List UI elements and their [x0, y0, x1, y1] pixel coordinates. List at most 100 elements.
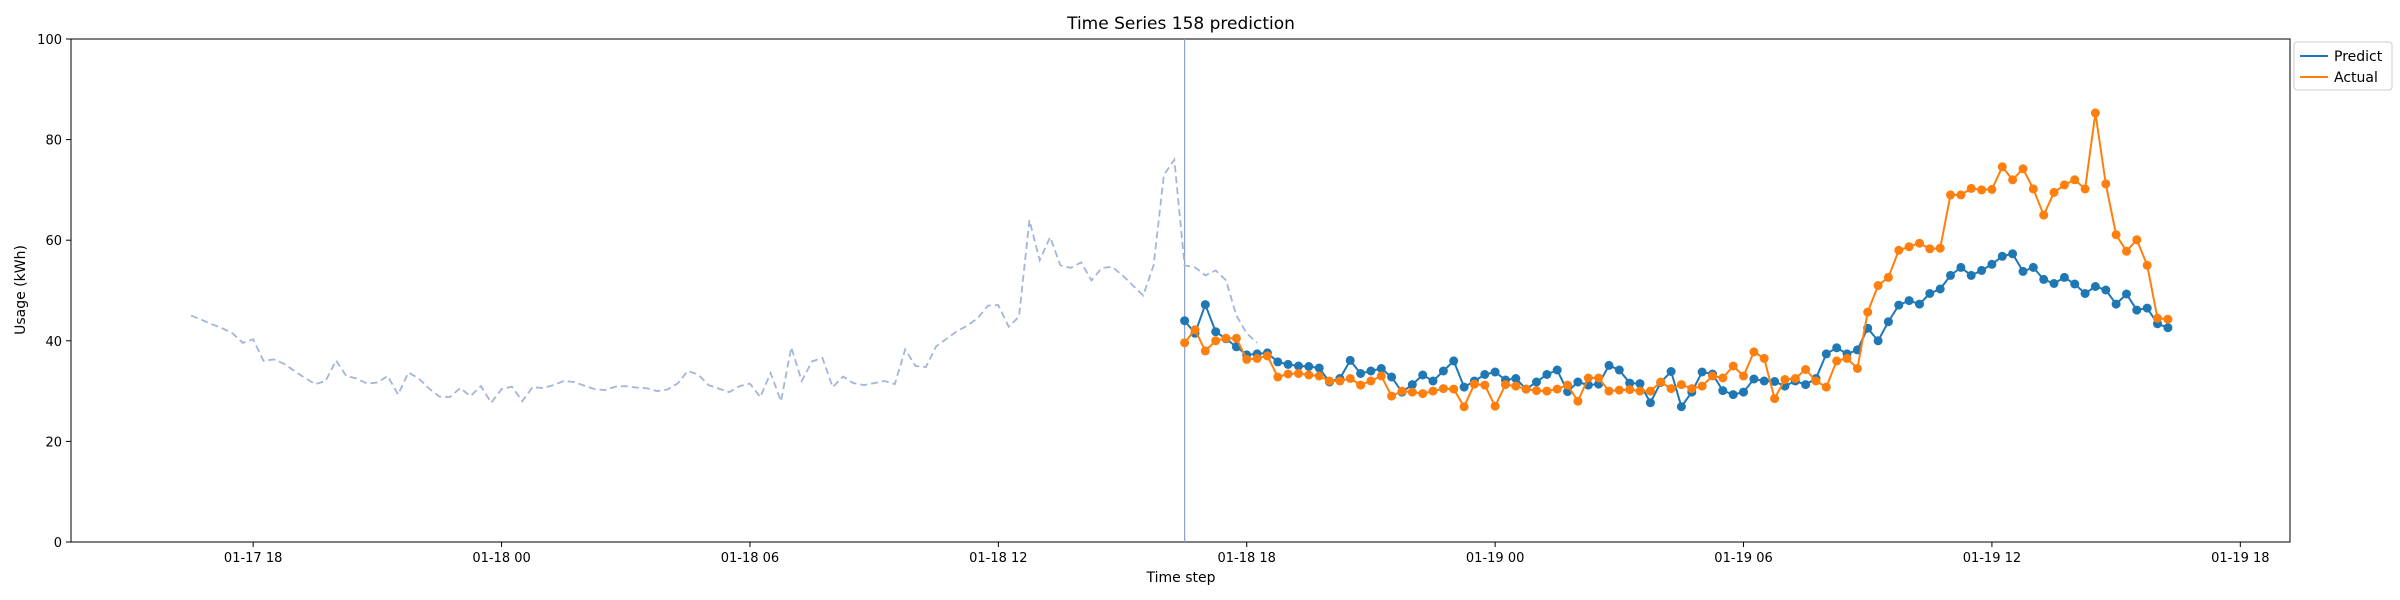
x-axis-ticks: 01-17 18 01-18 00 01-18 06 01-18 12 01-18 18…	[224, 542, 2270, 566]
actual-point	[1728, 361, 1738, 371]
predict-point	[1956, 262, 1966, 272]
predict-point	[1366, 366, 1376, 376]
actual-point	[1614, 385, 1624, 395]
predict-point	[1935, 284, 1945, 294]
actual-point	[1987, 184, 1997, 194]
predict-point	[1739, 387, 1748, 397]
y-tick-label: 40	[45, 335, 62, 350]
y-axis-ticks: 0 20 40 60 80 100	[37, 33, 71, 551]
predict-point	[1801, 380, 1811, 390]
predict-point	[1273, 357, 1283, 367]
actual-point	[1532, 386, 1541, 396]
actual-point	[1687, 384, 1697, 394]
actual-point	[2018, 164, 2028, 174]
actual-point	[2122, 246, 2131, 256]
actual-point	[2153, 313, 2162, 323]
y-tick-label: 0	[54, 536, 62, 551]
actual-point	[1469, 379, 1479, 389]
actual-point	[1635, 386, 1645, 396]
y-tick-label: 60	[45, 234, 62, 249]
predict-point	[1821, 349, 1831, 359]
actual-point	[1645, 386, 1655, 396]
actual-point	[1335, 376, 1345, 386]
predict-point	[2059, 272, 2069, 282]
x-tick-label: 01-18 12	[969, 551, 1027, 566]
x-axis-label: Time step	[1146, 570, 1216, 586]
predict-point	[1977, 265, 1987, 275]
predict-point	[1759, 376, 1769, 386]
predict-point	[1573, 377, 1583, 387]
actual-point	[1480, 380, 1490, 390]
plot-area	[70, 38, 2291, 543]
predict-point	[1894, 300, 1904, 310]
predict-point	[1873, 336, 1883, 346]
actual-point	[1314, 371, 1324, 381]
predict-point	[1883, 317, 1893, 327]
actual-point	[1356, 380, 1366, 390]
actual-point	[1666, 384, 1676, 394]
actual-point	[1376, 371, 1386, 381]
actual-point	[1283, 369, 1293, 379]
actual-point	[1759, 353, 1769, 363]
actual-point	[1552, 384, 1562, 394]
actual-point	[2008, 175, 2018, 185]
actual-point	[1490, 401, 1500, 411]
actual-point	[1935, 243, 1945, 253]
actual-point	[1542, 386, 1552, 396]
actual-point	[1904, 242, 1914, 252]
actual-point	[1625, 385, 1635, 395]
predict-point	[2070, 279, 2080, 289]
predict-point	[1376, 364, 1386, 373]
predict-point	[1200, 300, 1210, 310]
predict-point	[1718, 386, 1728, 396]
actual-point	[1956, 190, 1966, 200]
x-tick-label: 01-17 18	[224, 551, 282, 566]
actual-point	[1863, 307, 1873, 317]
actual-point	[1842, 353, 1852, 363]
actual-point	[1345, 374, 1355, 383]
actual-series	[1180, 108, 2173, 412]
actual-point	[1501, 380, 1510, 390]
x-tick-label: 01-18 00	[472, 551, 530, 566]
chart-title: Time Series 158 prediction	[1066, 14, 1295, 34]
actual-point	[1459, 402, 1469, 412]
predict-point	[1449, 356, 1459, 366]
actual-point	[1366, 376, 1376, 386]
predict-point	[1915, 299, 1924, 309]
legend: Predict Actual	[2293, 41, 2393, 91]
actual-point	[1180, 338, 1190, 348]
actual-point	[1594, 373, 1604, 383]
x-tick-label: 01-19 18	[2211, 551, 2269, 566]
actual-point	[1656, 377, 1666, 387]
predict-point	[2018, 266, 2028, 276]
actual-point	[1325, 376, 1334, 386]
predict-point	[1511, 374, 1521, 383]
actual-point	[2090, 108, 2100, 118]
x-tick-label: 01-18 18	[1218, 551, 1276, 566]
predict-point	[1532, 377, 1541, 387]
actual-point	[1718, 373, 1728, 383]
x-tick-label: 01-18 06	[721, 551, 779, 566]
actual-point	[1801, 365, 1811, 374]
actual-point	[1811, 376, 1821, 386]
actual-point	[1449, 384, 1459, 394]
actual-point	[1832, 356, 1842, 366]
predict-point	[1180, 316, 1190, 326]
predict-point	[1614, 365, 1624, 375]
actual-point	[1997, 162, 2007, 172]
predict-point	[2049, 279, 2059, 288]
y-axis-label: Usage (kWh)	[13, 245, 29, 335]
predict-point	[2090, 282, 2100, 291]
actual-point	[1676, 380, 1686, 390]
x-tick-label: 01-19 12	[1963, 551, 2021, 566]
x-tick-label: 01-19 00	[1466, 551, 1524, 566]
actual-point	[1407, 387, 1417, 397]
predict-point	[1428, 376, 1438, 386]
legend-actual-label: Actual	[2334, 70, 2378, 86]
predict-point	[1625, 378, 1635, 388]
actual-point	[1925, 244, 1935, 254]
actual-point	[1511, 381, 1521, 391]
predict-point	[1387, 372, 1397, 382]
predict-point	[1356, 369, 1366, 378]
